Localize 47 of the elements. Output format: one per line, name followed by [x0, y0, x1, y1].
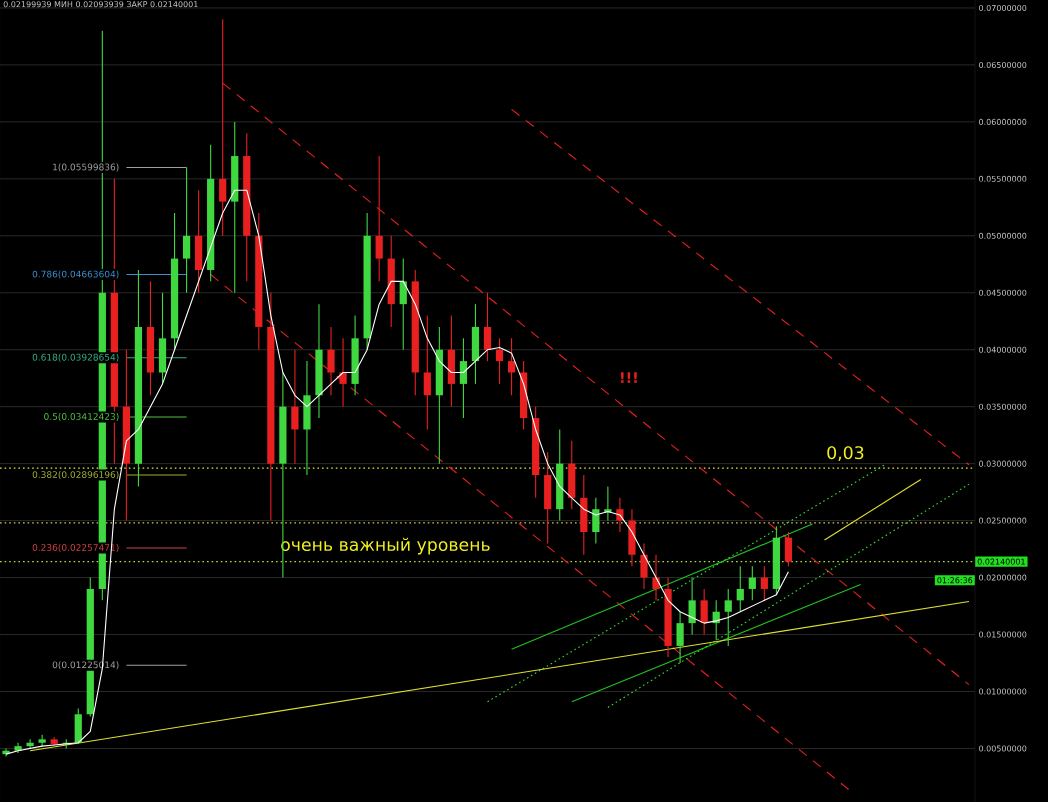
candlestick [291, 349, 299, 465]
series-label: 0.618(0.03928654) [32, 353, 119, 362]
candlestick [26, 738, 34, 749]
candlestick [700, 588, 708, 636]
y-tick-label: 0.05000000 [979, 232, 1027, 239]
candlestick [736, 565, 744, 613]
candlestick [38, 734, 46, 747]
text: 0.02140001 [977, 558, 1025, 565]
candlestick [483, 292, 492, 362]
y-tick-label: 0.00500000 [979, 745, 1027, 752]
candlestick [459, 337, 468, 419]
series-label: 0.382(0.02896196) [32, 471, 119, 480]
candlestick [182, 166, 191, 294]
candlestick [592, 497, 600, 544]
candlestick [748, 565, 756, 601]
candlestick [507, 337, 516, 396]
candlestick [423, 315, 431, 431]
series-label: 0.5(0.03412423) [44, 412, 119, 421]
series-label: 1(0.05599836) [53, 163, 119, 172]
candlestick [688, 577, 696, 636]
candlestick [652, 554, 660, 601]
candlestick [760, 565, 768, 601]
y-tick-label: 0.01000000 [979, 688, 1027, 695]
y-tick-label: 0.05500000 [979, 175, 1027, 182]
y-tick-label: 0.07000000 [979, 4, 1027, 11]
ref-line-label: 0,03 [827, 446, 864, 461]
y-tick-label: 0.06000000 [979, 118, 1027, 125]
y-tick-label: 0.02000000 [979, 574, 1027, 581]
y-tick-label: 0.06500000 [979, 61, 1027, 68]
candlestick [375, 155, 383, 282]
y-tick-label: 0.02500000 [979, 517, 1027, 524]
candlestick [724, 588, 732, 647]
candlestick [640, 542, 648, 590]
annotation: 0.02199939 МИН 0.02093939 ЗАКР 0.02140001 [3, 1, 198, 8]
candlestick [339, 337, 347, 408]
y-tick-label: 0.04000000 [979, 346, 1027, 353]
annotation: !!! [621, 372, 637, 383]
y-tick-label: 0.03000000 [979, 460, 1027, 467]
y-tick-label: 0.04500000 [979, 289, 1027, 296]
y-tick-label: 0.03500000 [979, 403, 1027, 410]
candlestick [784, 531, 793, 567]
candlestick [327, 326, 335, 396]
candlestick [676, 611, 684, 664]
series-label: 0.786(0.04663604) [32, 270, 119, 279]
annotation: 01:26:36 [937, 577, 973, 584]
candlestick [495, 337, 504, 385]
y-tick-label: 0.01500000 [979, 631, 1027, 638]
